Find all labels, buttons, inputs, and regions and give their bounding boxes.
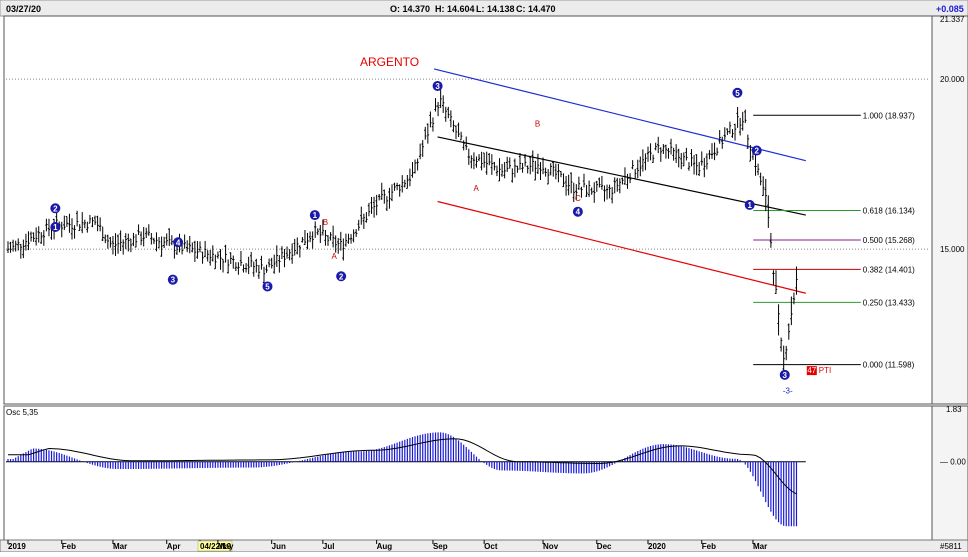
fib-label-0.000: 0.000 (11.598) bbox=[863, 361, 915, 370]
header-low: L: 14.138 bbox=[476, 4, 515, 14]
time-axis-label: Nov bbox=[543, 542, 559, 551]
wave-label-circle bbox=[262, 281, 273, 292]
pti-label: PTI bbox=[819, 366, 831, 375]
wave-label-circle bbox=[572, 206, 583, 217]
wave-label-circle bbox=[50, 203, 61, 214]
wave-label: B bbox=[535, 119, 540, 128]
price-axis-label: 15.000 bbox=[940, 245, 965, 254]
wave-label: 2 bbox=[339, 272, 344, 281]
time-axis-label: Dec bbox=[597, 542, 612, 551]
wave-label-circle bbox=[167, 274, 178, 285]
header-close: C: 14.470 bbox=[516, 4, 556, 14]
time-axis-label: 2019 bbox=[8, 542, 26, 551]
time-highlight bbox=[197, 540, 233, 552]
wave-label: 4 bbox=[576, 208, 581, 217]
osc-signal-line bbox=[8, 438, 797, 495]
wave-label: 2 bbox=[754, 147, 759, 156]
time-axis-label: Mar bbox=[753, 542, 767, 551]
time-axis-label: Jul bbox=[323, 542, 335, 551]
bottom-wave-label: -3- bbox=[783, 387, 793, 396]
wave-label: A bbox=[473, 184, 479, 193]
fib-label-0.500: 0.500 (15.268) bbox=[863, 236, 915, 245]
wave-label-circle bbox=[751, 145, 762, 156]
time-axis-label: Feb bbox=[702, 542, 716, 551]
wave-label-circle bbox=[744, 199, 755, 210]
wave-label: 2 bbox=[53, 204, 58, 213]
footer-id: #5811 bbox=[940, 542, 962, 551]
wave-label-circle bbox=[173, 237, 184, 248]
pti-box bbox=[806, 366, 817, 376]
osc-title: Osc 5,35 bbox=[6, 408, 39, 417]
fib-label-1.000: 1.000 (18.937) bbox=[863, 111, 915, 120]
wave-label-circle bbox=[779, 369, 790, 380]
price-axis-label: 20.000 bbox=[940, 75, 965, 84]
wave-label: 1 bbox=[747, 201, 752, 210]
time-axis-label: 04/22/19 bbox=[200, 542, 232, 551]
time-axis-label: Aug bbox=[377, 542, 393, 551]
header-date: 03/27/20 bbox=[6, 4, 41, 14]
trendline-lower bbox=[437, 200, 806, 294]
price-axis-top: 21.337 bbox=[940, 15, 965, 24]
wave-label: 5 bbox=[735, 89, 740, 98]
trendline-middle bbox=[437, 136, 806, 216]
time-axis-label: Oct bbox=[484, 542, 498, 551]
osc-axis-top: 1.83 bbox=[946, 405, 962, 414]
wave-label: C bbox=[575, 194, 581, 203]
time-axis-label: Apr bbox=[167, 542, 181, 551]
osc-zero-label: — 0.00 bbox=[940, 458, 966, 467]
header-open: O: 14.370 bbox=[390, 4, 430, 14]
wave-label-circle bbox=[309, 210, 320, 221]
wave-label: 1 bbox=[313, 211, 318, 220]
wave-label-circle bbox=[732, 87, 743, 98]
wave-label-circle bbox=[50, 221, 61, 232]
wave-label: 5 bbox=[265, 282, 270, 291]
fib-label-0.618: 0.618 (16.134) bbox=[863, 207, 915, 216]
time-axis-label: May bbox=[218, 542, 234, 551]
wave-label: B bbox=[323, 218, 328, 227]
wave-label: 4 bbox=[176, 238, 181, 247]
time-axis-label: 2020 bbox=[648, 542, 666, 551]
trendline-upper bbox=[433, 68, 806, 162]
wave-label: 3 bbox=[435, 82, 440, 91]
time-axis-label: Feb bbox=[62, 542, 76, 551]
time-axis-label: Jun bbox=[272, 542, 286, 551]
wave-label: 3 bbox=[171, 276, 176, 285]
wave-label-circle bbox=[336, 271, 347, 282]
header-change: +0.085 bbox=[936, 4, 964, 14]
time-axis-label: Sep bbox=[433, 542, 448, 551]
header-high: H: 14.604 bbox=[435, 4, 475, 14]
wave-label: 1 bbox=[53, 223, 58, 232]
fib-label-0.382: 0.382 (14.401) bbox=[863, 265, 915, 274]
pti-value: 47 bbox=[807, 366, 816, 375]
fib-label-0.250: 0.250 (13.433) bbox=[863, 298, 915, 307]
chart-title: ARGENTO bbox=[360, 55, 419, 69]
wave-label-circle bbox=[432, 80, 443, 91]
wave-label: A bbox=[331, 252, 337, 261]
wave-label: 3 bbox=[783, 371, 788, 380]
time-axis-label: Mar bbox=[113, 542, 127, 551]
